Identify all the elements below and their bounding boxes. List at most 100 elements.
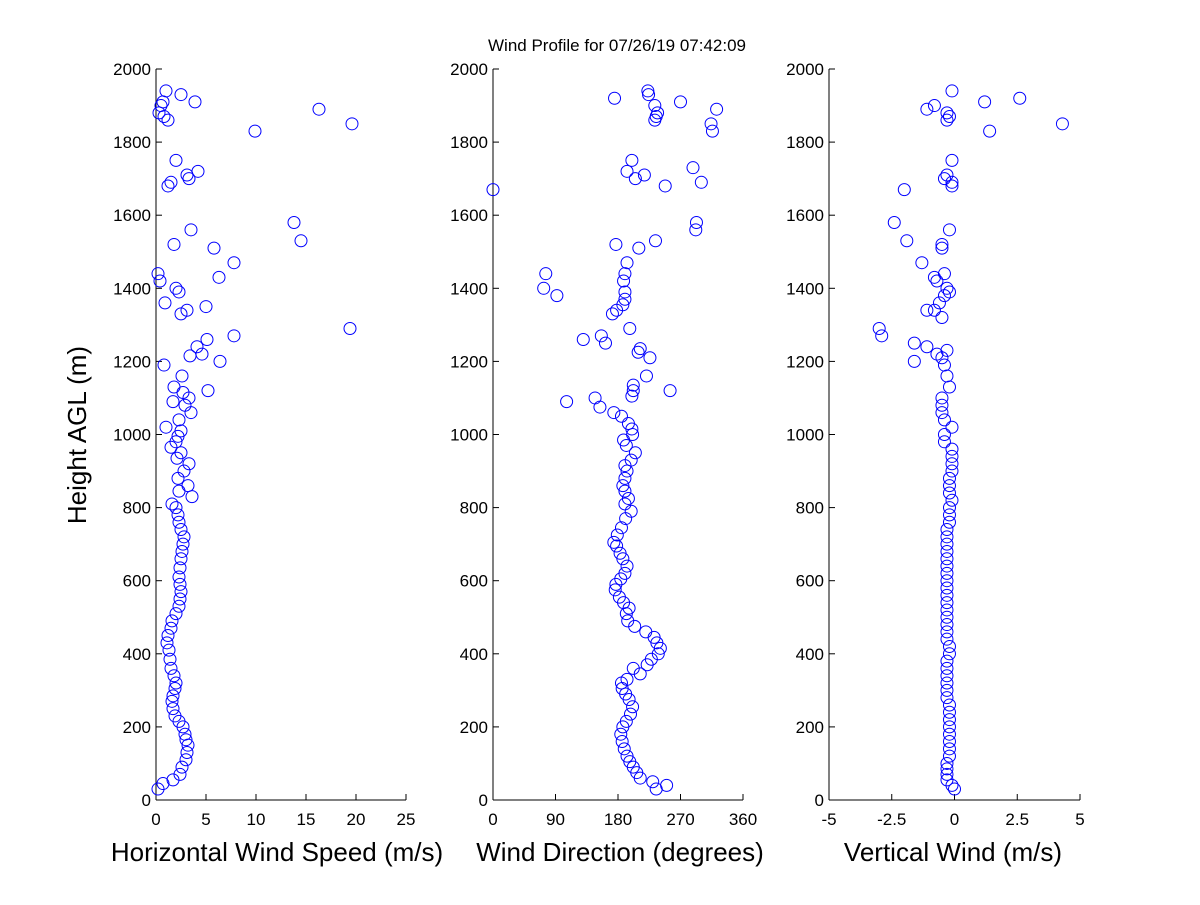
data-point [619, 714, 633, 728]
y-tick-label: 800 [796, 499, 824, 518]
y-tick-label: 1000 [113, 426, 151, 445]
data-point [176, 537, 190, 551]
y-tick-label: 400 [460, 645, 488, 664]
data-point [942, 647, 956, 661]
data-point [940, 596, 954, 610]
data-point [626, 661, 640, 675]
data-point [157, 358, 171, 372]
data-point [940, 756, 954, 770]
data-point [940, 559, 954, 573]
data-point [940, 168, 954, 182]
data-point [610, 539, 624, 553]
data-point [940, 773, 954, 787]
data-point [621, 491, 635, 505]
data-point [940, 610, 954, 624]
y-tick-label: 1000 [450, 426, 488, 445]
data-point [618, 285, 632, 299]
data-point [195, 347, 209, 361]
data-point [940, 113, 954, 127]
data-point [588, 391, 602, 405]
x-tick-label: -2.5 [877, 810, 906, 829]
data-point [248, 124, 262, 138]
data-point [153, 274, 167, 288]
data-point [184, 223, 198, 237]
data-point [940, 683, 954, 697]
data-point [160, 636, 174, 650]
data-point [614, 409, 628, 423]
x-tick-label: 360 [729, 810, 757, 829]
data-point [178, 727, 192, 741]
data-point [945, 464, 959, 478]
data-point [704, 117, 718, 131]
data-point [620, 164, 634, 178]
data-point [159, 420, 173, 434]
data-point [940, 530, 954, 544]
data-point [620, 749, 634, 763]
data-point [940, 625, 954, 639]
data-point [689, 223, 703, 237]
data-point [621, 614, 635, 628]
data-point [178, 398, 192, 412]
data-point [182, 457, 196, 471]
data-point [1013, 91, 1027, 105]
data-point [168, 682, 182, 696]
data-point [179, 753, 193, 767]
y-tick-label: 800 [460, 499, 488, 518]
data-point [978, 95, 992, 109]
data-point [188, 95, 202, 109]
data-point [620, 559, 634, 573]
data-point [628, 172, 642, 186]
data-point [710, 102, 724, 116]
data-point [983, 124, 997, 138]
data-point [907, 336, 921, 350]
data-point [942, 720, 956, 734]
data-point [169, 435, 183, 449]
data-point [945, 179, 959, 193]
data-point [607, 406, 621, 420]
data-point [942, 501, 956, 515]
y-tick-label: 1400 [113, 279, 151, 298]
data-point [686, 161, 700, 175]
data-point [935, 398, 949, 412]
y-tick-label: 1800 [113, 133, 151, 152]
y-tick-label: 1400 [450, 279, 488, 298]
data-point [626, 700, 640, 714]
data-point [940, 343, 954, 357]
data-point [945, 420, 959, 434]
data-point [942, 639, 956, 653]
x-tick-label: 15 [297, 810, 316, 829]
data-point [165, 614, 179, 628]
data-point [945, 442, 959, 456]
x-tick-label: 0 [488, 810, 497, 829]
data-point [312, 102, 326, 116]
data-point [174, 88, 188, 102]
data-point [940, 281, 954, 295]
data-point [674, 95, 687, 109]
data-point [1055, 117, 1069, 131]
x-tick-label: 2.5 [1005, 810, 1029, 829]
data-point [660, 778, 674, 792]
data-point [227, 329, 241, 343]
data-point [649, 234, 662, 248]
data-point [942, 742, 956, 756]
data-point [927, 270, 941, 284]
data-point [930, 274, 944, 288]
data-point [940, 669, 954, 683]
data-point [920, 340, 934, 354]
data-point [617, 274, 631, 288]
data-point [937, 428, 951, 441]
data-point [626, 378, 640, 392]
data-point [172, 285, 186, 299]
data-point [608, 583, 622, 597]
data-point [172, 599, 186, 613]
y-tick-label: 2000 [113, 60, 151, 79]
data-point [940, 762, 954, 776]
data-point [190, 340, 204, 354]
y-tick-label: 1000 [786, 426, 824, 445]
data-point [180, 745, 194, 759]
data-point [897, 183, 911, 197]
data-point [648, 99, 662, 113]
data-point [942, 735, 956, 749]
x-tick-label: 0 [950, 810, 959, 829]
data-point [161, 113, 175, 127]
